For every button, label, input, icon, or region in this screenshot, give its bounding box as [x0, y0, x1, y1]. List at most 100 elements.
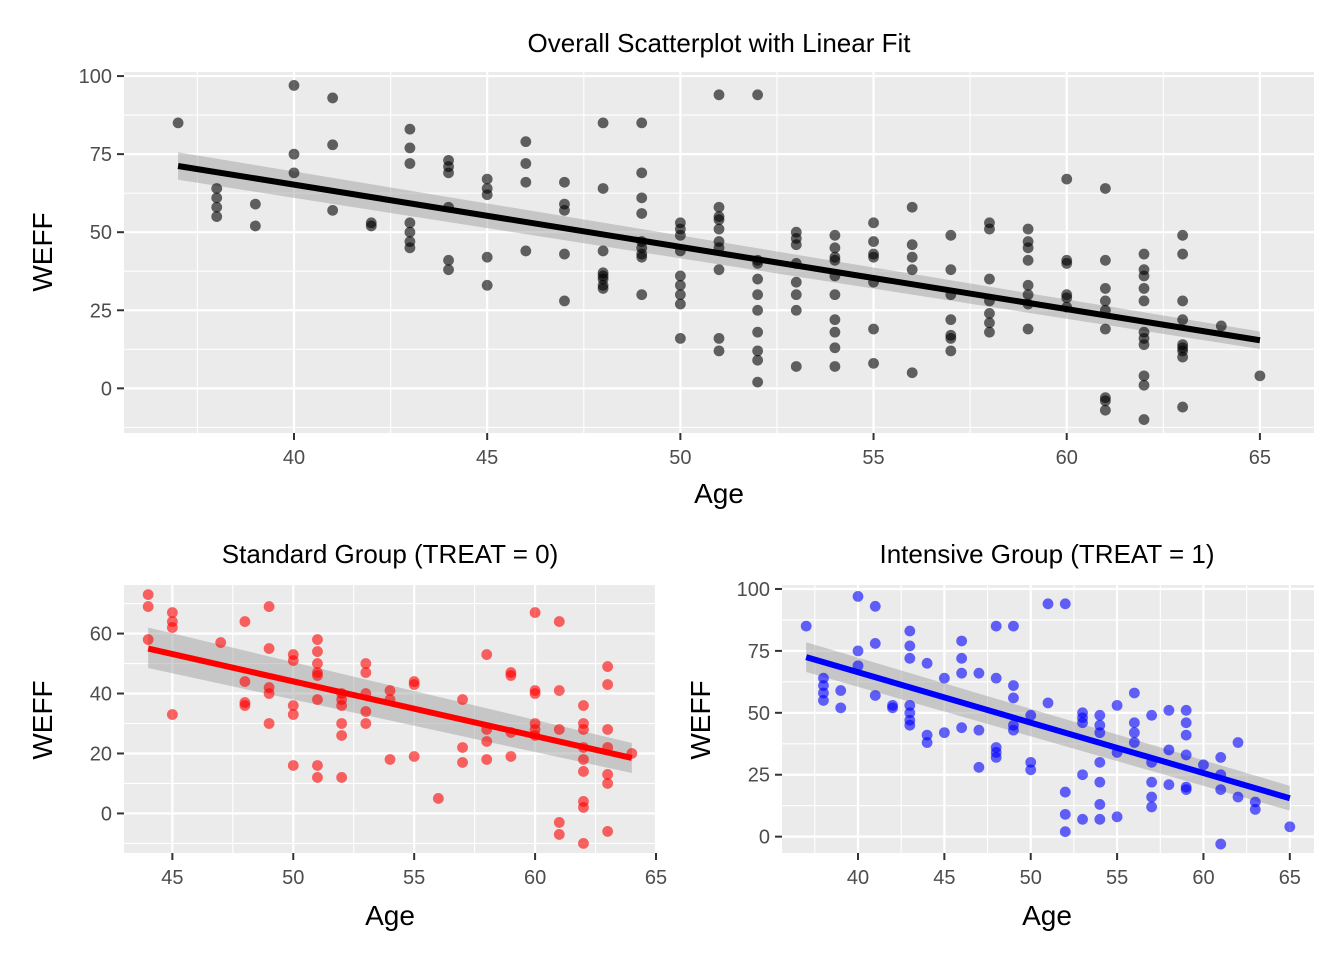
data-point	[263, 718, 275, 729]
data-point	[312, 634, 323, 645]
x-tick-label: 40	[847, 867, 869, 889]
data-point	[404, 226, 416, 238]
data-point	[481, 189, 493, 201]
data-point	[835, 702, 847, 714]
chart-title: Standard Group (TREAT = 0)	[222, 539, 558, 569]
data-point	[360, 688, 372, 699]
data-point	[674, 289, 686, 301]
y-tick-label: 75	[748, 641, 770, 663]
data-point	[166, 709, 178, 720]
x-axis-title: Age	[365, 900, 415, 931]
data-point	[263, 643, 275, 654]
data-point	[984, 295, 995, 307]
x-tick-label: 45	[161, 867, 183, 889]
x-axis-title: Age	[1022, 900, 1072, 931]
data-point	[1094, 709, 1106, 721]
data-point	[829, 342, 841, 354]
data-point	[1022, 279, 1034, 291]
data-point	[481, 279, 493, 291]
x-tick-label: 50	[1020, 867, 1042, 889]
data-point	[384, 694, 396, 705]
data-point	[578, 802, 589, 813]
data-point	[1138, 295, 1150, 307]
data-point	[1215, 320, 1227, 332]
data-point	[752, 258, 764, 269]
panel-background	[782, 585, 1314, 853]
data-point	[1198, 759, 1209, 771]
data-point	[578, 838, 589, 849]
data-point	[1215, 784, 1227, 795]
x-tick-label: 55	[403, 867, 425, 889]
data-point	[790, 361, 802, 372]
data-point	[1111, 747, 1123, 758]
data-point	[481, 649, 493, 660]
data-point	[481, 736, 493, 747]
y-axis-title: WEFF	[685, 680, 716, 759]
data-point	[211, 211, 223, 222]
data-point	[1022, 289, 1034, 301]
data-point	[597, 283, 609, 294]
data-point	[752, 273, 764, 285]
data-point	[636, 208, 648, 219]
data-point	[327, 92, 339, 104]
data-point	[520, 176, 532, 188]
y-axis-title: WEFF	[27, 680, 58, 759]
data-point	[790, 289, 802, 301]
data-point	[1177, 401, 1189, 413]
data-point	[906, 201, 918, 213]
data-point	[713, 332, 725, 344]
data-point	[973, 667, 985, 679]
data-point	[984, 223, 995, 235]
data-point	[578, 742, 589, 753]
data-point	[312, 670, 323, 681]
data-point	[829, 270, 841, 282]
x-tick-label: 50	[282, 867, 304, 889]
data-point	[984, 326, 995, 338]
data-point	[553, 829, 565, 840]
data-point	[945, 332, 957, 344]
data-point	[1061, 301, 1073, 313]
overall-scatterplot: Overall Scatterplot with Linear Fit Age …	[27, 28, 1314, 509]
data-point	[636, 289, 648, 301]
x-tick-label: 65	[645, 867, 667, 889]
data-point	[597, 117, 609, 129]
data-point	[904, 699, 916, 711]
y-tick-label: 0	[101, 803, 112, 825]
data-point	[1077, 717, 1088, 729]
data-point	[384, 754, 396, 765]
data-point	[1177, 229, 1189, 241]
data-point	[288, 80, 300, 91]
data-point	[1094, 776, 1106, 788]
data-point	[1061, 258, 1073, 269]
data-point	[602, 724, 614, 735]
data-point	[1180, 729, 1192, 741]
x-tick-label: 45	[476, 447, 498, 469]
data-point	[904, 625, 916, 637]
data-point	[578, 724, 589, 735]
data-point	[1077, 813, 1088, 825]
data-point	[529, 730, 541, 741]
data-point	[602, 661, 614, 672]
data-points	[142, 589, 638, 849]
data-point	[1042, 697, 1054, 709]
data-point	[956, 652, 968, 664]
data-point	[384, 685, 396, 696]
data-point	[578, 766, 589, 777]
data-point	[752, 326, 764, 338]
data-point	[404, 242, 416, 254]
data-point	[1249, 796, 1261, 808]
data-point	[956, 667, 968, 679]
data-point	[1099, 404, 1111, 416]
data-point	[868, 357, 879, 369]
data-point	[443, 167, 454, 179]
data-point	[818, 695, 829, 706]
x-tick-label: 50	[669, 447, 691, 469]
data-point	[443, 264, 454, 276]
data-point	[578, 754, 589, 765]
data-point	[553, 817, 565, 828]
data-point	[829, 314, 841, 326]
data-point	[597, 183, 609, 194]
data-point	[1128, 687, 1140, 699]
data-point	[1099, 295, 1111, 307]
data-point	[906, 239, 918, 251]
